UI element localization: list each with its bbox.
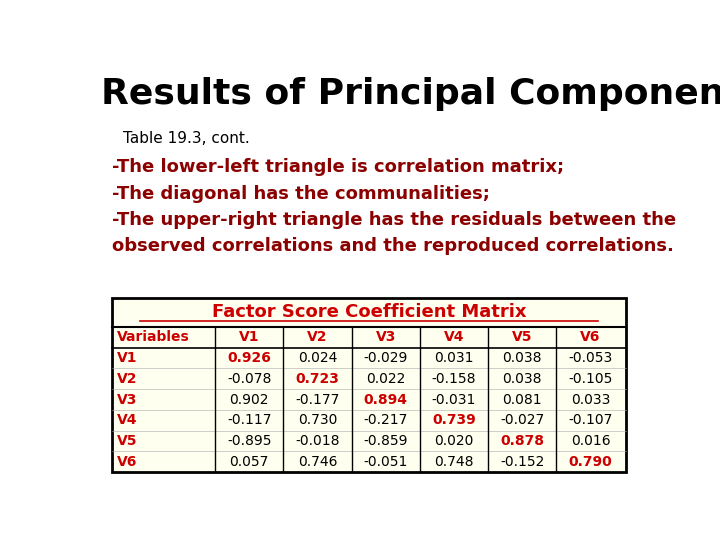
Text: 0.031: 0.031 [434,351,474,365]
Text: 0.926: 0.926 [228,351,271,365]
Text: -The upper-right triangle has the residuals between the: -The upper-right triangle has the residu… [112,211,677,229]
FancyBboxPatch shape [112,298,626,472]
Text: 0.902: 0.902 [230,393,269,407]
Text: -0.031: -0.031 [432,393,476,407]
Text: V4: V4 [117,413,138,427]
Text: V6: V6 [580,330,600,344]
Text: -0.859: -0.859 [364,434,408,448]
Text: -The diagonal has the communalities;: -The diagonal has the communalities; [112,185,490,202]
Text: Results of Principal Components Analysis: Results of Principal Components Analysis [101,77,720,111]
Text: 0.730: 0.730 [297,413,337,427]
Text: observed correlations and the reproduced correlations.: observed correlations and the reproduced… [112,237,674,255]
Text: -0.078: -0.078 [227,372,271,386]
Text: 0.038: 0.038 [503,351,542,365]
Text: 0.081: 0.081 [503,393,542,407]
Text: V3: V3 [376,330,396,344]
Text: -0.158: -0.158 [432,372,476,386]
Text: 0.022: 0.022 [366,372,405,386]
Text: -0.053: -0.053 [568,351,613,365]
Text: -0.105: -0.105 [568,372,613,386]
Text: -0.117: -0.117 [227,413,271,427]
Text: -0.107: -0.107 [568,413,613,427]
Text: 0.739: 0.739 [432,413,476,427]
Text: -0.152: -0.152 [500,455,544,469]
Text: 0.746: 0.746 [297,455,337,469]
Text: 0.894: 0.894 [364,393,408,407]
Text: -0.018: -0.018 [295,434,340,448]
Text: V5: V5 [512,330,533,344]
Text: V1: V1 [117,351,138,365]
Text: 0.723: 0.723 [295,372,339,386]
Text: -0.217: -0.217 [364,413,408,427]
Text: -0.027: -0.027 [500,413,544,427]
Text: V2: V2 [117,372,138,386]
Text: V2: V2 [307,330,328,344]
Text: V5: V5 [117,434,138,448]
Text: 0.057: 0.057 [230,455,269,469]
Text: 0.038: 0.038 [503,372,542,386]
Text: -0.051: -0.051 [364,455,408,469]
Text: V3: V3 [117,393,137,407]
Text: 0.748: 0.748 [434,455,474,469]
Text: -The lower-left triangle is correlation matrix;: -The lower-left triangle is correlation … [112,158,564,177]
Text: V6: V6 [117,455,137,469]
Text: Table 19.3, cont.: Table 19.3, cont. [124,131,251,146]
Text: 0.033: 0.033 [571,393,611,407]
Text: 0.878: 0.878 [500,434,544,448]
Text: 0.016: 0.016 [571,434,611,448]
Text: 0.024: 0.024 [297,351,337,365]
Text: -0.895: -0.895 [227,434,271,448]
Text: -0.029: -0.029 [364,351,408,365]
Text: Variables: Variables [117,330,189,344]
Text: V1: V1 [239,330,259,344]
Text: 0.020: 0.020 [434,434,474,448]
Text: V4: V4 [444,330,464,344]
Text: -0.177: -0.177 [295,393,340,407]
Text: 0.790: 0.790 [569,455,613,469]
Text: Factor Score Coefficient Matrix: Factor Score Coefficient Matrix [212,303,526,321]
